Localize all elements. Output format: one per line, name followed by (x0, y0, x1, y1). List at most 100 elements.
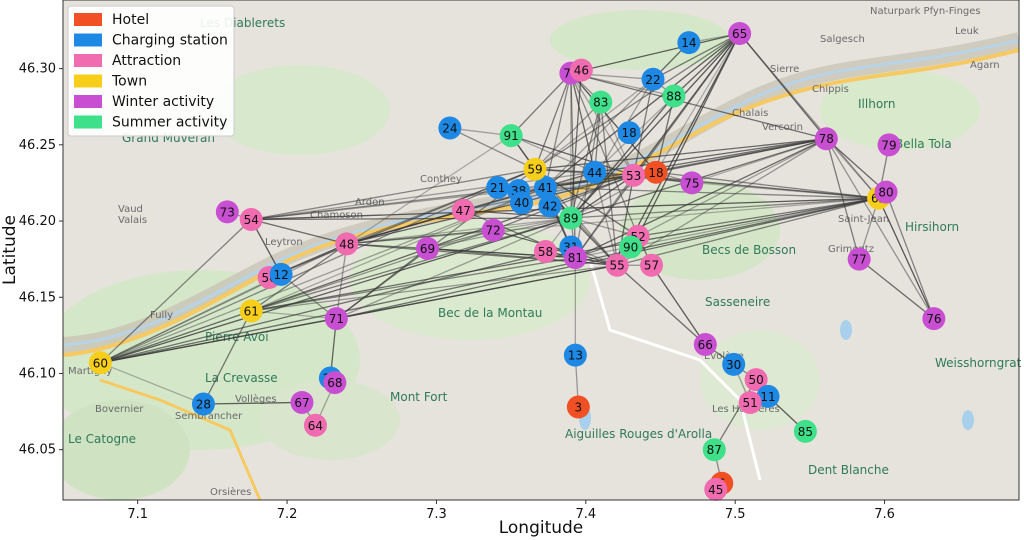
node-label: 42 (542, 199, 557, 213)
route-edge (825, 138, 860, 260)
route-edge (251, 168, 536, 221)
node-circle (756, 384, 780, 408)
node-marker: 24 (438, 116, 462, 140)
node-label: 72 (486, 224, 501, 238)
map-label: Grimentz (828, 244, 874, 255)
route-edge (534, 78, 654, 170)
node-marker: 18 (617, 121, 641, 145)
route-edge (510, 72, 572, 137)
x-tick-label: 7.3 (426, 507, 447, 522)
node-label: 41 (538, 181, 553, 195)
map-label: Orsières (210, 486, 251, 498)
x-axis: 7.1 7.2 7.3 7.4 7.5 7.6 (127, 500, 895, 522)
node-label: 61 (244, 304, 259, 318)
route-edge (570, 72, 657, 173)
x-tick-label: 7.4 (575, 507, 596, 522)
y-axis: 46.05 46.10 46.15 46.20 46.25 46.30 (19, 62, 63, 458)
route-edge (251, 229, 494, 312)
route-edge (637, 197, 879, 237)
map-label: Ardon (355, 197, 385, 208)
x-axis-title: Longitude (499, 518, 584, 538)
node-circle (738, 390, 762, 414)
node-label: 78 (819, 132, 834, 146)
node-circle (617, 121, 641, 145)
map-label: Salgesch (820, 34, 865, 45)
node-marker: 54 (239, 208, 263, 232)
node-label: 54 (244, 213, 259, 227)
node-label: 44 (587, 166, 602, 180)
legend-label: Hotel (112, 12, 149, 28)
node-label: 3 (575, 401, 583, 415)
node-label: 45 (708, 483, 723, 497)
map-label: Aiguilles Rouges d'Arolla (565, 427, 712, 441)
route-edge (346, 174, 634, 245)
map-label: Illhorn (858, 97, 895, 111)
node-marker: 69 (415, 236, 439, 260)
node-label: 59 (527, 163, 542, 177)
node-circle (335, 232, 359, 256)
node-circle (191, 392, 215, 416)
route-edge (877, 197, 935, 319)
node-circle (728, 22, 752, 46)
route-edge (251, 310, 337, 320)
node-circle (704, 477, 728, 501)
map-labels: Les Diablerets Naturpark Pfyn-Finges Sal… (68, 6, 1022, 498)
route-edge (570, 72, 635, 176)
map-label: Chalais (732, 108, 768, 119)
legend: Hotel Charging station Attraction Town Winte… (67, 5, 235, 137)
node-circle (677, 31, 701, 55)
node-label: 79 (881, 138, 896, 152)
route-edge (251, 256, 576, 312)
map-label: Chippis (812, 84, 849, 95)
node-marker: 85 (793, 419, 817, 443)
legend-label: Charging station (112, 33, 228, 49)
node-label: 12 (273, 268, 288, 282)
node-label: 50 (748, 373, 763, 387)
node-label: 30 (726, 358, 741, 372)
node-circle (481, 218, 505, 242)
route-edge (885, 191, 935, 319)
map-label: Mont Fort (390, 390, 448, 404)
map-label: Naturpark Pfyn-Finges (870, 6, 981, 17)
node-circle (415, 236, 439, 260)
node-marker: 80 (874, 180, 898, 204)
node-circle (644, 160, 668, 184)
route-edge (544, 73, 572, 188)
route-edge (633, 33, 741, 176)
node-marker: 45 (704, 477, 728, 501)
route-edge (594, 102, 602, 173)
node-circle (874, 180, 898, 204)
node-marker: 42 (538, 194, 562, 218)
y-tick-label: 46.05 (19, 443, 56, 458)
node-circle (290, 390, 314, 414)
node-circle (303, 413, 327, 437)
y-tick-label: 46.25 (19, 138, 56, 153)
legend-swatch (74, 74, 102, 88)
node-marker: 28 (191, 392, 215, 416)
node-circle (559, 206, 583, 230)
route-edge (100, 273, 282, 364)
route-edge (652, 32, 740, 80)
route-edge (100, 310, 252, 364)
route-edge (570, 78, 654, 219)
node-circle (680, 171, 704, 195)
route-edge (202, 310, 252, 405)
route-edge (655, 33, 741, 173)
route-edge (545, 78, 654, 188)
node-label: 51 (742, 396, 757, 410)
node-label: 71 (329, 312, 344, 326)
node-circle (563, 343, 587, 367)
node-label: 67 (294, 396, 309, 410)
map-label: Sierre (770, 64, 799, 75)
route-edge (825, 138, 887, 193)
node-circle (239, 299, 263, 323)
map-label: Dent Blanche (808, 463, 889, 477)
node-marker: 79 (877, 133, 901, 157)
node-marker: 14 (677, 31, 701, 55)
node-label: 89 (563, 211, 578, 225)
map-label: Agarn (970, 60, 1000, 71)
node-label: 85 (798, 425, 813, 439)
route-edge (492, 174, 634, 231)
node-label: 47 (456, 204, 471, 218)
route-edge (655, 95, 675, 173)
